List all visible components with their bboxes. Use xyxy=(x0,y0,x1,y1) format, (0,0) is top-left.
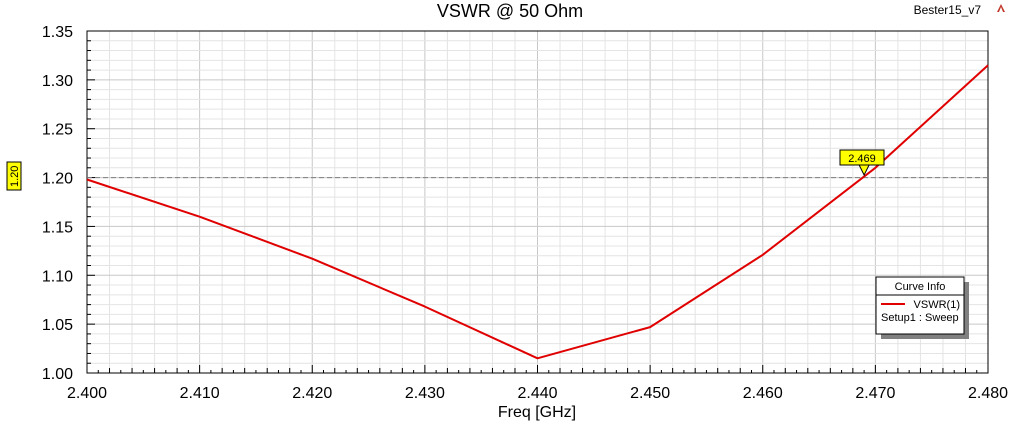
ansys-logo-icon xyxy=(997,4,1005,12)
x-tick-label: 2.440 xyxy=(517,385,557,402)
x-tick-label: 2.400 xyxy=(67,385,107,402)
horizontal-marker[interactable]: 1.20 xyxy=(6,161,22,191)
x-tick-label: 2.430 xyxy=(405,385,445,402)
x-axis-label: Freq [GHz] xyxy=(498,404,576,421)
y-tick-label: 1.15 xyxy=(42,219,73,236)
y-tick-label: 1.05 xyxy=(42,317,73,334)
frequency-marker-label: 2.469 xyxy=(848,153,876,165)
horizontal-marker-label: 1.20 xyxy=(9,166,21,187)
y-tick-label: 1.30 xyxy=(42,73,73,90)
y-tick-label: 1.35 xyxy=(42,24,73,41)
project-name: Bester15_v7 xyxy=(914,3,982,17)
x-tick-label: 2.420 xyxy=(292,385,332,402)
x-tick-label: 2.470 xyxy=(855,385,895,402)
frequency-marker[interactable]: 2.469 xyxy=(839,149,885,177)
chart-title: VSWR @ 50 Ohm xyxy=(437,1,583,21)
series-layer xyxy=(86,64,989,360)
x-tick-label: 2.450 xyxy=(630,385,670,402)
y-tick-label: 1.20 xyxy=(42,171,73,188)
curve-info-legend[interactable]: Curve Info VSWR(1) Setup1 : Sweep xyxy=(875,276,969,339)
grid xyxy=(87,31,988,373)
x-tick-label: 2.480 xyxy=(968,385,1008,402)
legend-series-label: VSWR(1) xyxy=(914,299,960,311)
series-line-vswr xyxy=(86,64,989,360)
tick-labels: 2.400 2.410 2.420 2.430 2.440 2.450 2.460 2.470… xyxy=(42,24,1008,402)
x-tick-label: 2.460 xyxy=(743,385,783,402)
y-tick-label: 1.25 xyxy=(42,122,73,139)
y-tick-label: 1.00 xyxy=(42,366,73,383)
y-tick-label: 1.10 xyxy=(42,268,73,285)
x-tick-label: 2.410 xyxy=(180,385,220,402)
legend-setup-label: Setup1 : Sweep xyxy=(881,312,959,324)
legend-heading: Curve Info xyxy=(895,281,946,293)
